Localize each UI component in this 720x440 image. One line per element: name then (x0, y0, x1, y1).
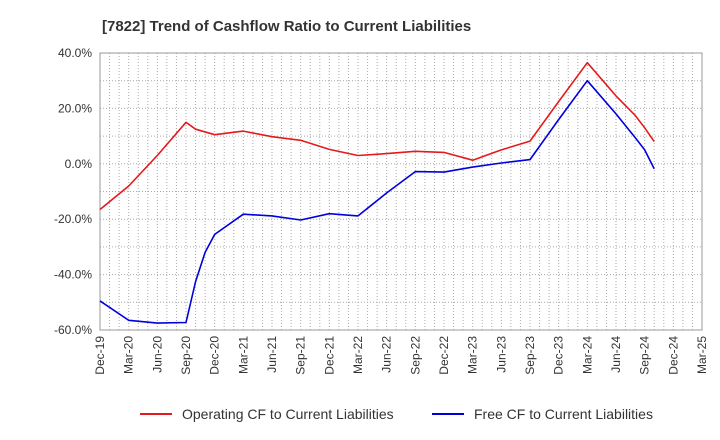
x-tick-label: Mar-20 (122, 336, 136, 374)
y-tick-label: 20.0% (58, 101, 92, 115)
series-line (99, 61, 655, 211)
data-series (99, 61, 655, 324)
x-tick-label: Mar-25 (695, 336, 709, 374)
x-tick-label: Jun-21 (265, 336, 279, 373)
x-tick-label: Sep-20 (179, 336, 193, 375)
plot-area-frame (99, 52, 703, 331)
x-axis-tick-labels: Dec-19 Mar-20 Jun-20 Sep-20 Dec-20 Mar-21 Jun-… (93, 336, 709, 375)
legend-label: Free CF to Current Liabilities (474, 406, 653, 422)
x-tick-label: Dec-20 (208, 336, 222, 375)
x-tick-label: Dec-23 (552, 336, 566, 375)
x-tick-label: Dec-22 (437, 336, 451, 375)
y-tick-label: -40.0% (54, 268, 92, 282)
legend-label: Operating CF to Current Liabilities (182, 406, 394, 422)
grid-lines (99, 52, 703, 331)
x-tick-label: Jun-23 (494, 336, 508, 373)
chart-title: [7822] Trend of Cashflow Ratio to Curren… (102, 18, 471, 35)
legend: Operating CF to Current Liabilities Free … (140, 406, 653, 422)
x-tick-label: Mar-21 (236, 336, 250, 374)
x-tick-label: Dec-19 (93, 336, 107, 375)
x-tick-label: Sep-21 (294, 336, 308, 375)
x-tick-label: Dec-24 (666, 336, 680, 375)
x-tick-label: Sep-23 (523, 336, 537, 375)
x-tick-label: Jun-20 (150, 336, 164, 373)
x-tick-label: Mar-23 (466, 336, 480, 374)
x-tick-label: Mar-24 (580, 336, 594, 374)
x-tick-label: Jun-24 (609, 336, 623, 373)
y-tick-label: 40.0% (58, 46, 92, 60)
x-tick-label: Sep-24 (638, 336, 652, 375)
x-tick-label: Dec-21 (322, 336, 336, 375)
y-tick-label: -20.0% (54, 212, 92, 226)
y-tick-label: 0.0% (65, 157, 93, 171)
series-line (99, 79, 655, 324)
x-tick-label: Jun-22 (380, 336, 394, 373)
x-tick-label: Sep-22 (408, 336, 422, 375)
y-axis-tick-labels: 40.0% 20.0% 0.0% -20.0% -40.0% -60.0% (54, 46, 92, 337)
x-tick-label: Mar-22 (351, 336, 365, 374)
y-tick-label: -60.0% (54, 323, 92, 337)
